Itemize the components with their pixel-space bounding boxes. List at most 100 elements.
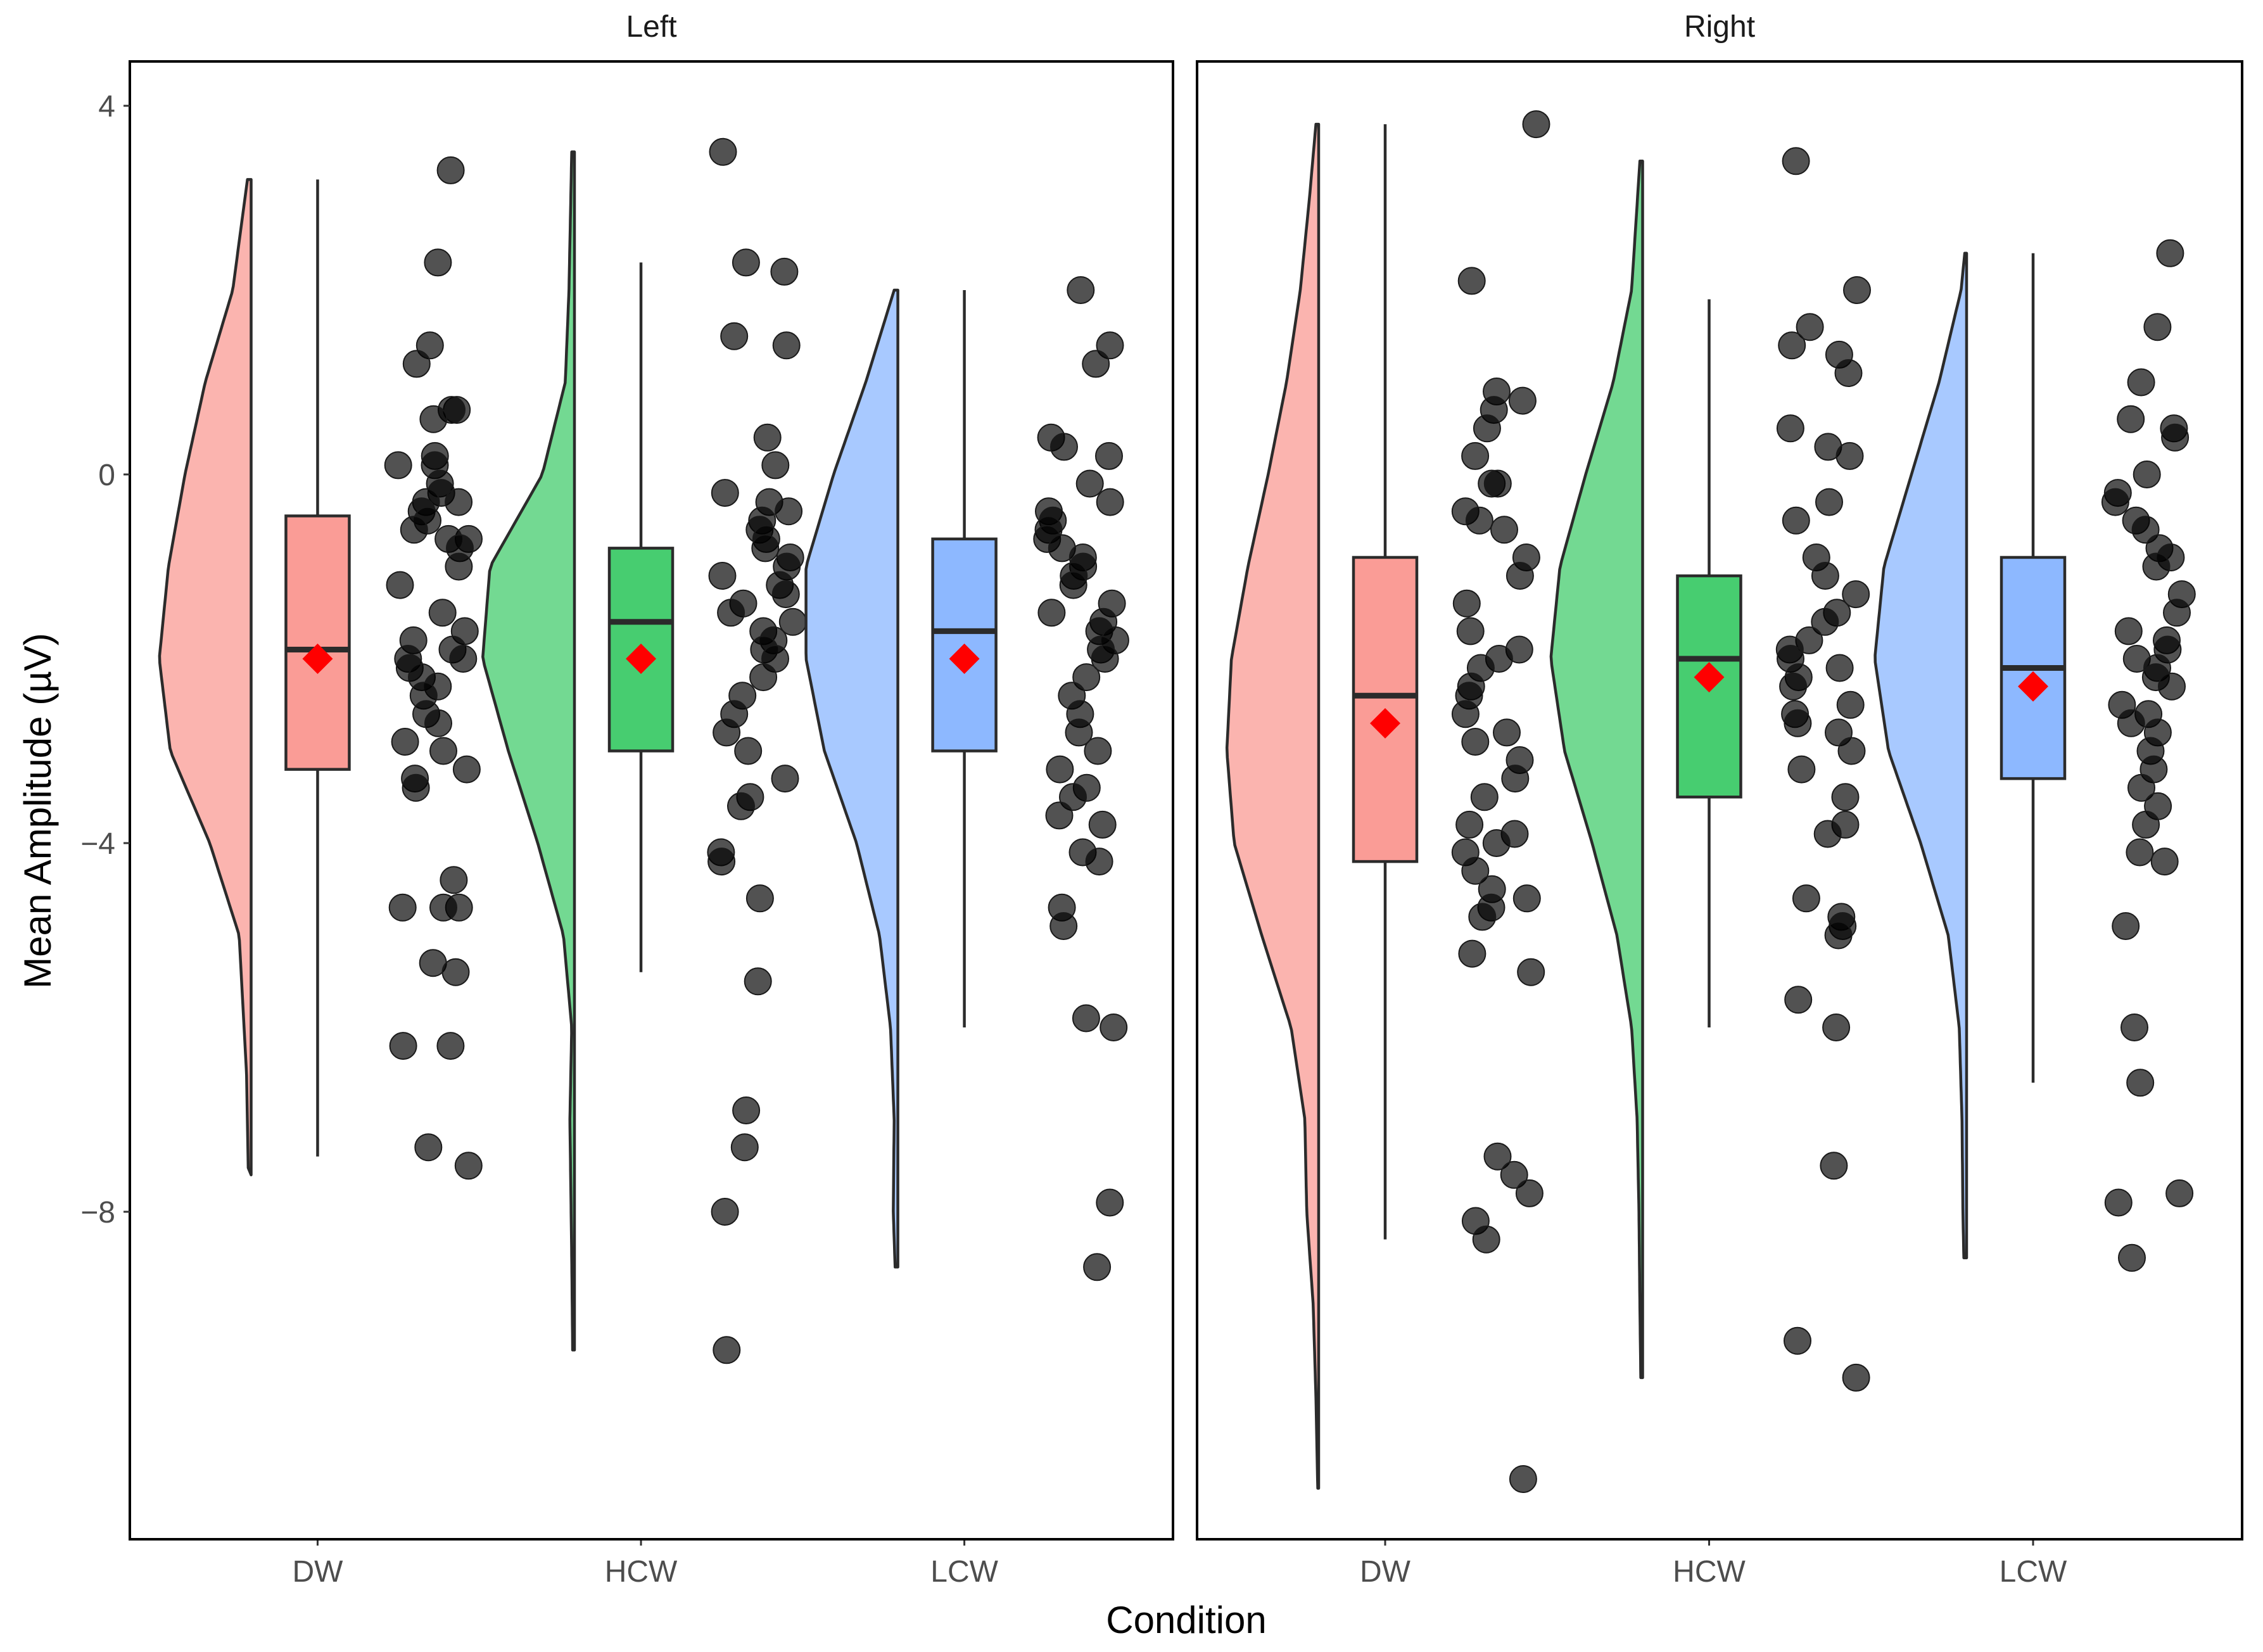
x-tick-label: DW: [292, 1555, 343, 1589]
data-point: [402, 350, 431, 378]
y-axis: 4 0 −4 −8: [80, 90, 130, 1229]
data-point: [452, 755, 481, 784]
y-axis-title: Mean Amplitude (µV): [16, 633, 59, 988]
data-point: [1824, 921, 1853, 950]
data-point: [1787, 755, 1816, 784]
data-point: [402, 773, 430, 802]
data-point: [428, 599, 457, 627]
data-point: [1096, 488, 1124, 516]
data-point: [2161, 423, 2190, 452]
panel-border: [129, 60, 1174, 1541]
data-point: [2127, 773, 2155, 802]
data-point: [1796, 313, 1824, 341]
violin-hcw: [481, 150, 576, 1352]
data-point: [400, 516, 428, 544]
x-tick-label: HCW: [605, 1555, 678, 1589]
data-point: [727, 792, 755, 820]
data-point: [2142, 552, 2171, 581]
data-point: [707, 848, 736, 876]
data-point: [1470, 783, 1499, 811]
data-point: [1465, 506, 1493, 535]
data-point: [1490, 516, 1518, 544]
data-point: [445, 552, 473, 581]
data-point: [424, 709, 452, 737]
data-point: [2117, 405, 2145, 433]
data-point: [2101, 488, 2129, 516]
data-point: [734, 737, 763, 765]
data-point: [1072, 663, 1101, 692]
data-point: [391, 728, 419, 756]
data-point: [2165, 1179, 2194, 1207]
data-point: [1085, 848, 1113, 876]
mean-marker: [949, 644, 980, 674]
data-point: [711, 479, 739, 507]
violin-lcw: [1873, 251, 1968, 1260]
data-point: [1843, 276, 1871, 304]
y-tick-label: −4: [80, 827, 115, 861]
data-point: [1820, 1152, 1848, 1180]
data-point: [2158, 672, 2186, 701]
data-point: [388, 893, 417, 922]
y-tick-label: −8: [80, 1196, 115, 1229]
data-point: [751, 534, 780, 562]
panel-strip-label: Right: [1684, 10, 1755, 44]
data-point: [744, 967, 772, 996]
data-point: [1822, 1013, 1851, 1041]
data-point: [445, 488, 473, 516]
data-point: [1837, 737, 1866, 765]
data-point: [717, 599, 745, 627]
data-point: [1461, 442, 1490, 470]
data-point: [1483, 1142, 1512, 1171]
data-point: [424, 248, 452, 277]
mean-marker: [2018, 671, 2048, 702]
data-point: [1088, 810, 1117, 839]
data-point: [1784, 1326, 1811, 1355]
data-point: [1451, 700, 1480, 728]
data-point: [1059, 571, 1087, 599]
x-tick-label: DW: [1360, 1555, 1411, 1589]
data-point: [1461, 856, 1490, 885]
data-point: [1457, 267, 1486, 295]
y-tick-label: 4: [98, 90, 115, 124]
data-point: [1500, 1160, 1528, 1189]
data-point: [1842, 580, 1870, 609]
panel-strip-label: Left: [626, 10, 676, 44]
data-point: [775, 497, 803, 526]
data-point: [1456, 617, 1485, 645]
data-point: [713, 718, 741, 747]
x-tick-label: LCW: [2000, 1555, 2067, 1589]
group-hcw: HCW: [1549, 147, 1871, 1589]
mean-marker: [626, 644, 657, 674]
data-point: [1493, 718, 1521, 747]
mean-marker: [1370, 708, 1400, 739]
data-point: [2126, 1069, 2155, 1097]
panels-layer: Left DW HCW LCW Right DW HCW LCW: [129, 10, 2243, 1589]
data-point: [771, 580, 800, 609]
data-point: [389, 1032, 417, 1060]
data-point: [1509, 1465, 1537, 1493]
panel-right: Right DW HCW LCW: [1196, 10, 2243, 1589]
data-point: [1091, 645, 1119, 673]
data-point: [1455, 810, 1484, 839]
data-point: [1049, 912, 1078, 940]
data-point: [384, 451, 412, 480]
data-point: [2112, 912, 2140, 940]
data-point: [1472, 1225, 1500, 1254]
data-point: [749, 663, 778, 692]
data-point: [1834, 359, 1863, 387]
y-tick-label: 0: [98, 459, 115, 492]
x-axis-title: Condition: [1106, 1599, 1267, 1641]
data-point: [711, 1198, 739, 1226]
violin-lcw: [804, 288, 899, 1269]
data-point: [1508, 386, 1537, 415]
data-point: [1452, 589, 1481, 618]
data-point: [414, 1133, 443, 1162]
data-point: [1075, 469, 1104, 498]
data-point: [1831, 783, 1860, 811]
data-point: [440, 866, 468, 894]
box-dw: [1352, 556, 1419, 863]
data-point: [436, 156, 465, 184]
data-point: [1046, 755, 1074, 784]
data-point: [1482, 829, 1511, 857]
